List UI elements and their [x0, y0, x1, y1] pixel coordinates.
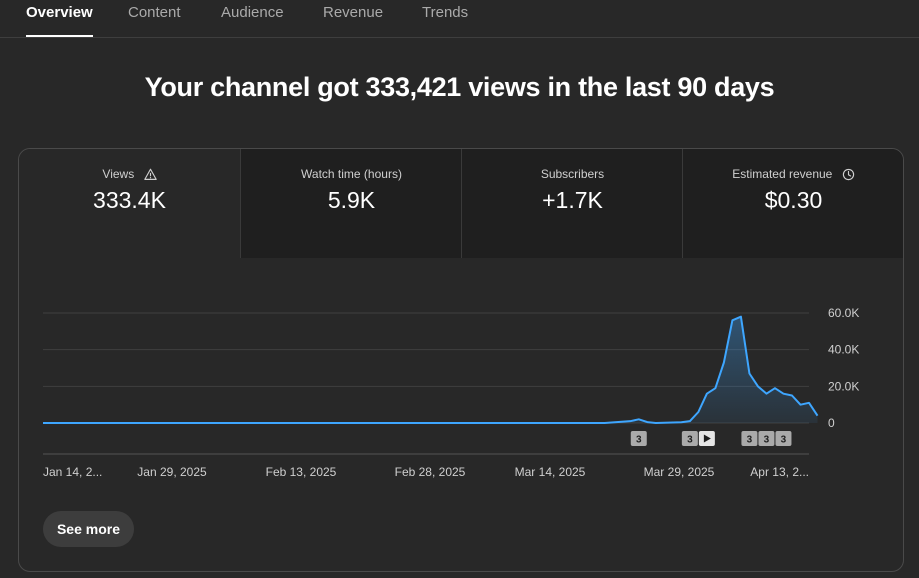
metric-revenue-label-row: Estimated revenue	[683, 167, 903, 181]
marker-box	[681, 431, 698, 446]
upload-marker[interactable]: 3	[741, 431, 758, 446]
metric-watch-time-label: Watch time (hours)	[301, 167, 402, 181]
tab-revenue[interactable]: Revenue	[323, 4, 384, 21]
metric-subscribers-label: Subscribers	[540, 167, 605, 181]
metric-revenue-label: Estimated revenue	[732, 167, 833, 181]
metric-revenue[interactable]: Estimated revenue $0.30	[682, 149, 903, 258]
see-more-button[interactable]: See more	[43, 511, 134, 547]
y-tick-label: 0	[828, 416, 835, 430]
series-line	[43, 315, 819, 424]
marker-count: 3	[747, 435, 753, 446]
x-tick-label: Mar 29, 2025	[644, 465, 715, 479]
warning-icon[interactable]	[143, 168, 157, 181]
metric-revenue-value: $0.30	[764, 187, 823, 213]
x-tick-label: Apr 13, 2...	[750, 465, 809, 479]
metric-watch-time-value: 5.9K	[327, 187, 376, 213]
overview-card: Views 333.4K Watch time (hours) 5.9K Sub…	[18, 148, 904, 572]
video-marker[interactable]	[698, 431, 715, 446]
marker-count: 3	[687, 435, 693, 446]
upload-marker[interactable]: 3	[681, 431, 698, 446]
metric-subscribers[interactable]: Subscribers +1.7K	[461, 149, 683, 258]
clock-icon[interactable]	[842, 168, 855, 181]
metric-views-label-row: Views	[19, 167, 240, 181]
x-tick-label: Mar 14, 2025	[515, 465, 586, 479]
y-tick-label: 20.0K	[828, 379, 859, 393]
marker-box	[758, 431, 775, 446]
page-headline: Your channel got 333,421 views in the la…	[144, 72, 775, 102]
analytics-tab-bar: Overview Content Audience Revenue Trends	[0, 0, 919, 38]
marker-box	[741, 431, 758, 446]
tab-trends[interactable]: Trends	[422, 4, 469, 21]
upload-marker[interactable]: 3	[630, 431, 647, 446]
series-area	[43, 316, 818, 423]
x-tick-label: Feb 13, 2025	[266, 465, 337, 479]
metric-subscribers-value: +1.7K	[542, 187, 603, 213]
upload-marker[interactable]: 3	[775, 431, 792, 446]
tab-overview[interactable]: Overview	[26, 4, 93, 37]
x-tick-label: Jan 14, 2...	[43, 465, 102, 479]
tab-audience[interactable]: Audience	[221, 4, 284, 21]
play-icon	[703, 434, 711, 443]
tab-content[interactable]: Content	[128, 4, 181, 21]
metric-views[interactable]: Views 333.4K	[19, 149, 240, 258]
metric-watch-time[interactable]: Watch time (hours) 5.9K	[240, 149, 462, 258]
x-tick-label: Feb 28, 2025	[395, 465, 466, 479]
views-chart[interactable]: 60.0K 40.0K 20.0K 0 Jan 14, 2... Jan 29, 2025…	[19, 258, 903, 572]
marker-count: 3	[764, 435, 770, 446]
metric-views-value: 333.4K	[93, 187, 166, 213]
marker-box	[775, 431, 792, 446]
y-tick-label: 40.0K	[828, 343, 859, 357]
marker-count: 3	[636, 435, 642, 446]
marker-box	[630, 431, 647, 446]
y-tick-label: 60.0K	[828, 306, 859, 320]
marker-count: 3	[781, 435, 787, 446]
upload-marker[interactable]: 3	[758, 431, 775, 446]
metrics-row: Views 333.4K Watch time (hours) 5.9K Sub…	[19, 149, 903, 258]
x-tick-label: Jan 29, 2025	[137, 465, 207, 479]
metric-views-label: Views	[102, 167, 135, 181]
